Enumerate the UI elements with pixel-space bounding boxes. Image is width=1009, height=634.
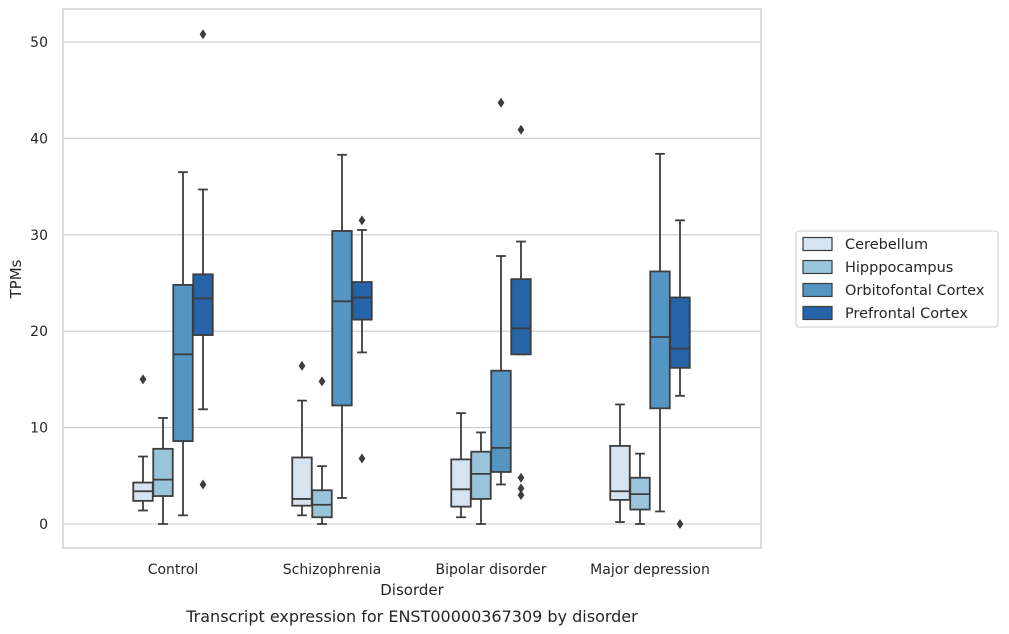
plot-frame [62, 8, 762, 549]
legend: Cerebellum Hipppocampus Orbitofontal Corte… [795, 230, 999, 328]
outlier-point [139, 374, 147, 385]
legend-label: Hipppocampus [845, 260, 953, 276]
box-bipolar-disorder [470, 431, 492, 525]
y-tick-label: 10 [30, 421, 48, 437]
series-prefrontal-cortex [192, 29, 691, 529]
box-schizophrenia [291, 360, 313, 517]
box-schizophrenia [311, 376, 333, 525]
box-control [192, 29, 214, 490]
box-schizophrenia [351, 215, 373, 464]
box-iqr [172, 284, 194, 442]
outlier-point [497, 97, 505, 108]
legend-label: Orbitofontal Cortex [845, 283, 985, 299]
box-iqr [649, 270, 671, 410]
outlier-point [517, 472, 525, 483]
x-tick-label: Control [148, 562, 199, 578]
outlier-point [298, 360, 306, 371]
legend-swatch [802, 282, 833, 298]
outlier-point [199, 479, 207, 490]
x-tick-label: Bipolar disorder [435, 562, 546, 578]
box-major-depression [629, 452, 651, 525]
box-iqr [152, 447, 174, 497]
box-iqr [291, 456, 313, 507]
series-cerebellum [132, 360, 631, 523]
box-iqr [490, 369, 512, 473]
y-tick-label: 0 [39, 517, 48, 533]
box-iqr [311, 489, 333, 519]
legend-swatch [802, 305, 833, 321]
box-control [172, 171, 194, 517]
box-bipolar-disorder [490, 97, 512, 486]
outlier-point [318, 376, 326, 387]
outlier-point [358, 453, 366, 464]
box-schizophrenia [331, 153, 353, 499]
legend-items: Cerebellum Hipppocampus Orbitofontal Corte… [802, 236, 985, 322]
x-tick-labels: Control Schizophrenia Bipolar disorder Majo… [148, 562, 710, 578]
legend-frame [795, 230, 999, 328]
box-iqr [669, 296, 691, 369]
y-tick-label: 30 [30, 228, 48, 244]
y-tick-label: 50 [30, 35, 48, 51]
outlier-point [517, 124, 525, 135]
box-bipolar-disorder [510, 124, 532, 501]
outlier-point [517, 490, 525, 501]
box-iqr [351, 281, 373, 321]
legend-swatch [802, 259, 833, 275]
legend-label: Prefrontal Cortex [845, 306, 968, 322]
series-hipppocampus [152, 376, 651, 525]
x-tick-label: Schizophrenia [283, 562, 381, 578]
box-iqr [450, 458, 472, 508]
box-iqr [331, 230, 353, 407]
chart-caption: Transcript expression for ENST0000036730… [185, 607, 638, 626]
legend-label: Cerebellum [845, 237, 928, 253]
outlier-point [676, 519, 684, 529]
series-orbitofontal-cortex [172, 97, 671, 517]
y-tick-label: 20 [30, 324, 48, 340]
box-control [132, 374, 154, 512]
x-tick-label: Major depression [590, 562, 710, 578]
box-iqr [609, 445, 631, 501]
box-major-depression [649, 152, 671, 513]
legend-swatch [802, 236, 833, 252]
box-major-depression [609, 403, 631, 523]
box-major-depression [669, 219, 691, 529]
box-iqr [192, 273, 214, 336]
box-iqr [470, 450, 492, 500]
outlier-point [358, 215, 366, 226]
box-iqr [510, 278, 532, 356]
y-tick-labels: 0 10 20 30 40 50 [30, 35, 48, 533]
outlier-point [517, 483, 525, 494]
outlier-point [199, 29, 207, 40]
box-bipolar-disorder [450, 412, 472, 519]
y-tick-label: 40 [30, 131, 48, 147]
y-axis-label: TPMs [7, 259, 25, 299]
x-axis-label: Disorder [380, 581, 444, 599]
box-layer [132, 29, 691, 529]
box-control [152, 417, 174, 525]
